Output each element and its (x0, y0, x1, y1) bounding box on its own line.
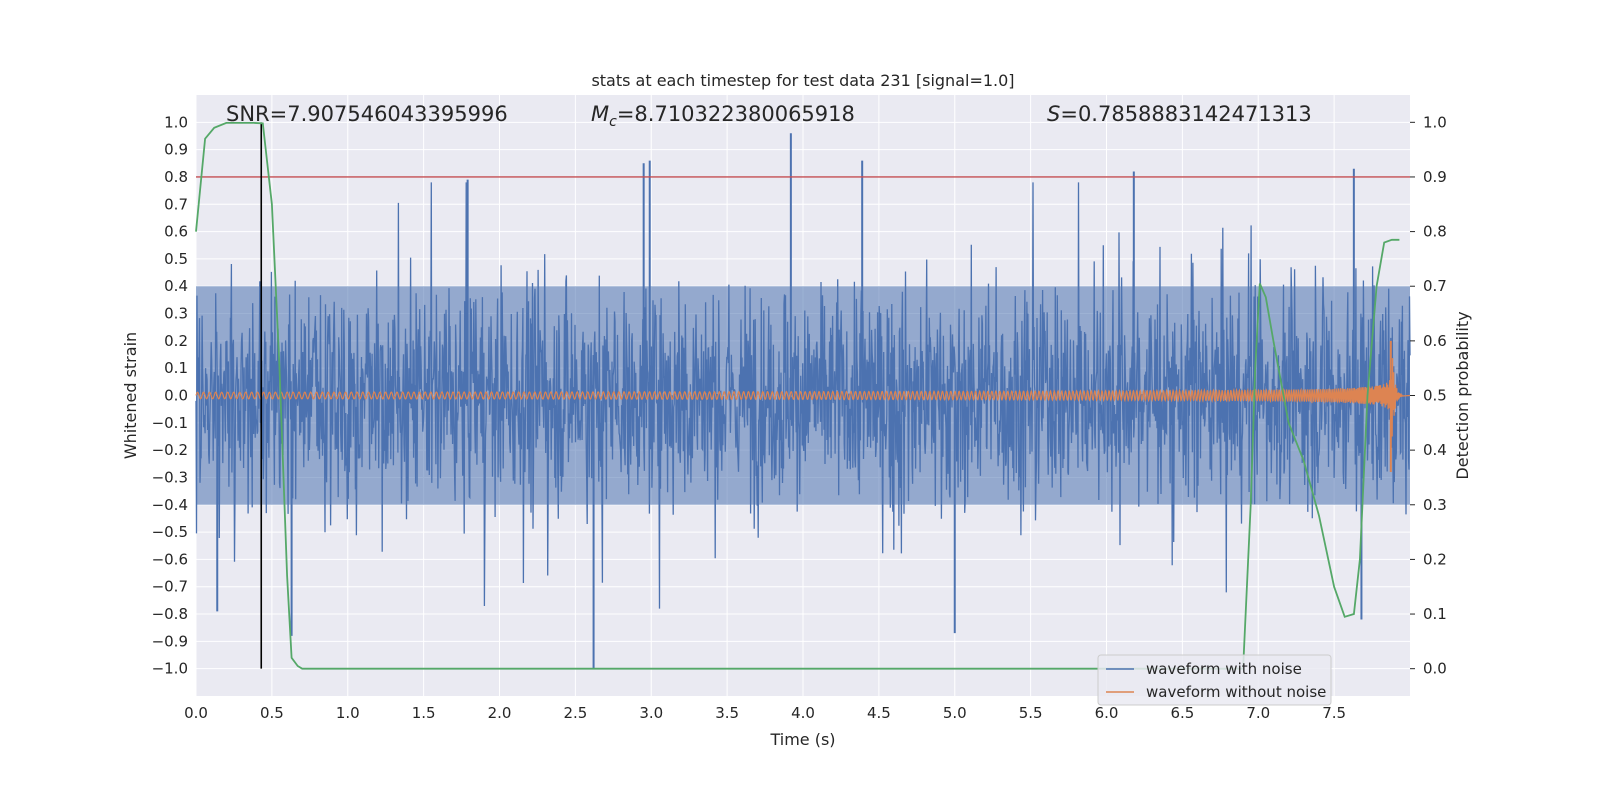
y-tick-label: 0.9 (164, 141, 188, 159)
y2-tick-label: 0.1 (1423, 605, 1447, 623)
y-tick-label: −0.7 (152, 578, 188, 596)
x-tick-label: 2.5 (563, 704, 587, 722)
y-tick-label: −1.0 (152, 660, 188, 678)
clean-waveform-line (195, 358, 1411, 437)
y-tick-label: −0.1 (152, 414, 188, 432)
y2-tick-label: 0.9 (1423, 168, 1447, 186)
x-tick-label: 0.5 (260, 704, 284, 722)
chirp-mass-subscript: c (609, 114, 617, 130)
x-tick-label: 1.0 (336, 704, 360, 722)
y2-tick-label: 0.3 (1423, 496, 1447, 514)
x-tick-label: 6.0 (1095, 704, 1119, 722)
chirp-mass-value: =8.710322380065918 (617, 102, 855, 126)
annotation-snr: SNR=7.907546043395996 (226, 102, 508, 126)
x-tick-label: 3.0 (639, 704, 663, 722)
x-tick-label: 1.5 (412, 704, 436, 722)
y-tick-label: 1.0 (164, 113, 188, 131)
y-tick-label: 0.3 (164, 305, 188, 323)
legend-label-clean: waveform without noise (1146, 683, 1326, 701)
y-tick-label: −0.4 (152, 496, 188, 514)
s-value: =0.7858883142471313 (1060, 102, 1311, 126)
series-waveform-without-noise (195, 340, 1411, 472)
y-tick-label: 0.0 (164, 387, 188, 405)
legend: waveform with noise waveform without noi… (1097, 654, 1332, 706)
legend-label-noisy: waveform with noise (1146, 660, 1302, 678)
x-tick-label: 4.5 (867, 704, 891, 722)
y-tick-label: −0.3 (152, 468, 188, 486)
y2-tick-label: 0.8 (1423, 223, 1447, 241)
x-axis-label: Time (s) (769, 730, 835, 749)
detection-probability-line (195, 122, 1400, 670)
x-tick-label: 7.0 (1246, 704, 1270, 722)
y-tick-label: −0.5 (152, 523, 188, 541)
x-tick-label: 5.5 (1019, 704, 1043, 722)
y-tick-label: 0.6 (164, 223, 188, 241)
x-tick-label: 3.5 (715, 704, 739, 722)
x-tick-label: 2.0 (488, 704, 512, 722)
x-tick-label: 6.5 (1170, 704, 1194, 722)
s-symbol: S (1047, 102, 1060, 126)
y-tick-label: −0.6 (152, 550, 188, 568)
y2-axis-label: Detection probability (1453, 311, 1472, 479)
chirp-mass-symbol: M (591, 102, 609, 126)
annotation-s: S=0.7858883142471313 (1047, 102, 1312, 126)
y-tick-label: 0.2 (164, 332, 188, 350)
y2-tick-label: 0.7 (1423, 277, 1447, 295)
y-tick-label: −0.2 (152, 441, 188, 459)
y2-tick-label: 0.4 (1423, 441, 1447, 459)
y-tick-label: 0.8 (164, 168, 188, 186)
y2-tick-label: 0.2 (1423, 550, 1447, 568)
x-tick-label: 5.0 (943, 704, 967, 722)
x-tick-label: 7.5 (1322, 704, 1346, 722)
y-tick-label: 0.1 (164, 359, 188, 377)
y-tick-label: −0.8 (152, 605, 188, 623)
series-detection-probability (195, 122, 1400, 670)
tick-labels: 0.0 0.5 1.0 1.5 2.0 2.5 3.0 3.5 4.0 4.5 5.0 5.5 6.0 6… (152, 113, 1447, 722)
legend-box (1097, 654, 1332, 706)
y2-tick-label: 0.0 (1423, 660, 1447, 678)
y-tick-label: 0.7 (164, 195, 188, 213)
overlay-marks (196, 122, 1410, 669)
y-tick-label: 0.4 (164, 277, 188, 295)
chart-title: stats at each timestep for test data 231… (591, 71, 1014, 90)
y2-tick-label: 0.5 (1423, 387, 1447, 405)
y2-tick-label: 1.0 (1423, 113, 1447, 131)
annotation-chirp-mass: Mc=8.710322380065918 (591, 102, 855, 130)
y-tick-label: 0.5 (164, 250, 188, 268)
y2-tick-label: 0.6 (1423, 332, 1447, 350)
y-tick-label: −0.9 (152, 632, 188, 650)
y-axis-label: Whitened strain (121, 332, 140, 459)
x-tick-label: 0.0 (184, 704, 208, 722)
x-tick-label: 4.0 (791, 704, 815, 722)
